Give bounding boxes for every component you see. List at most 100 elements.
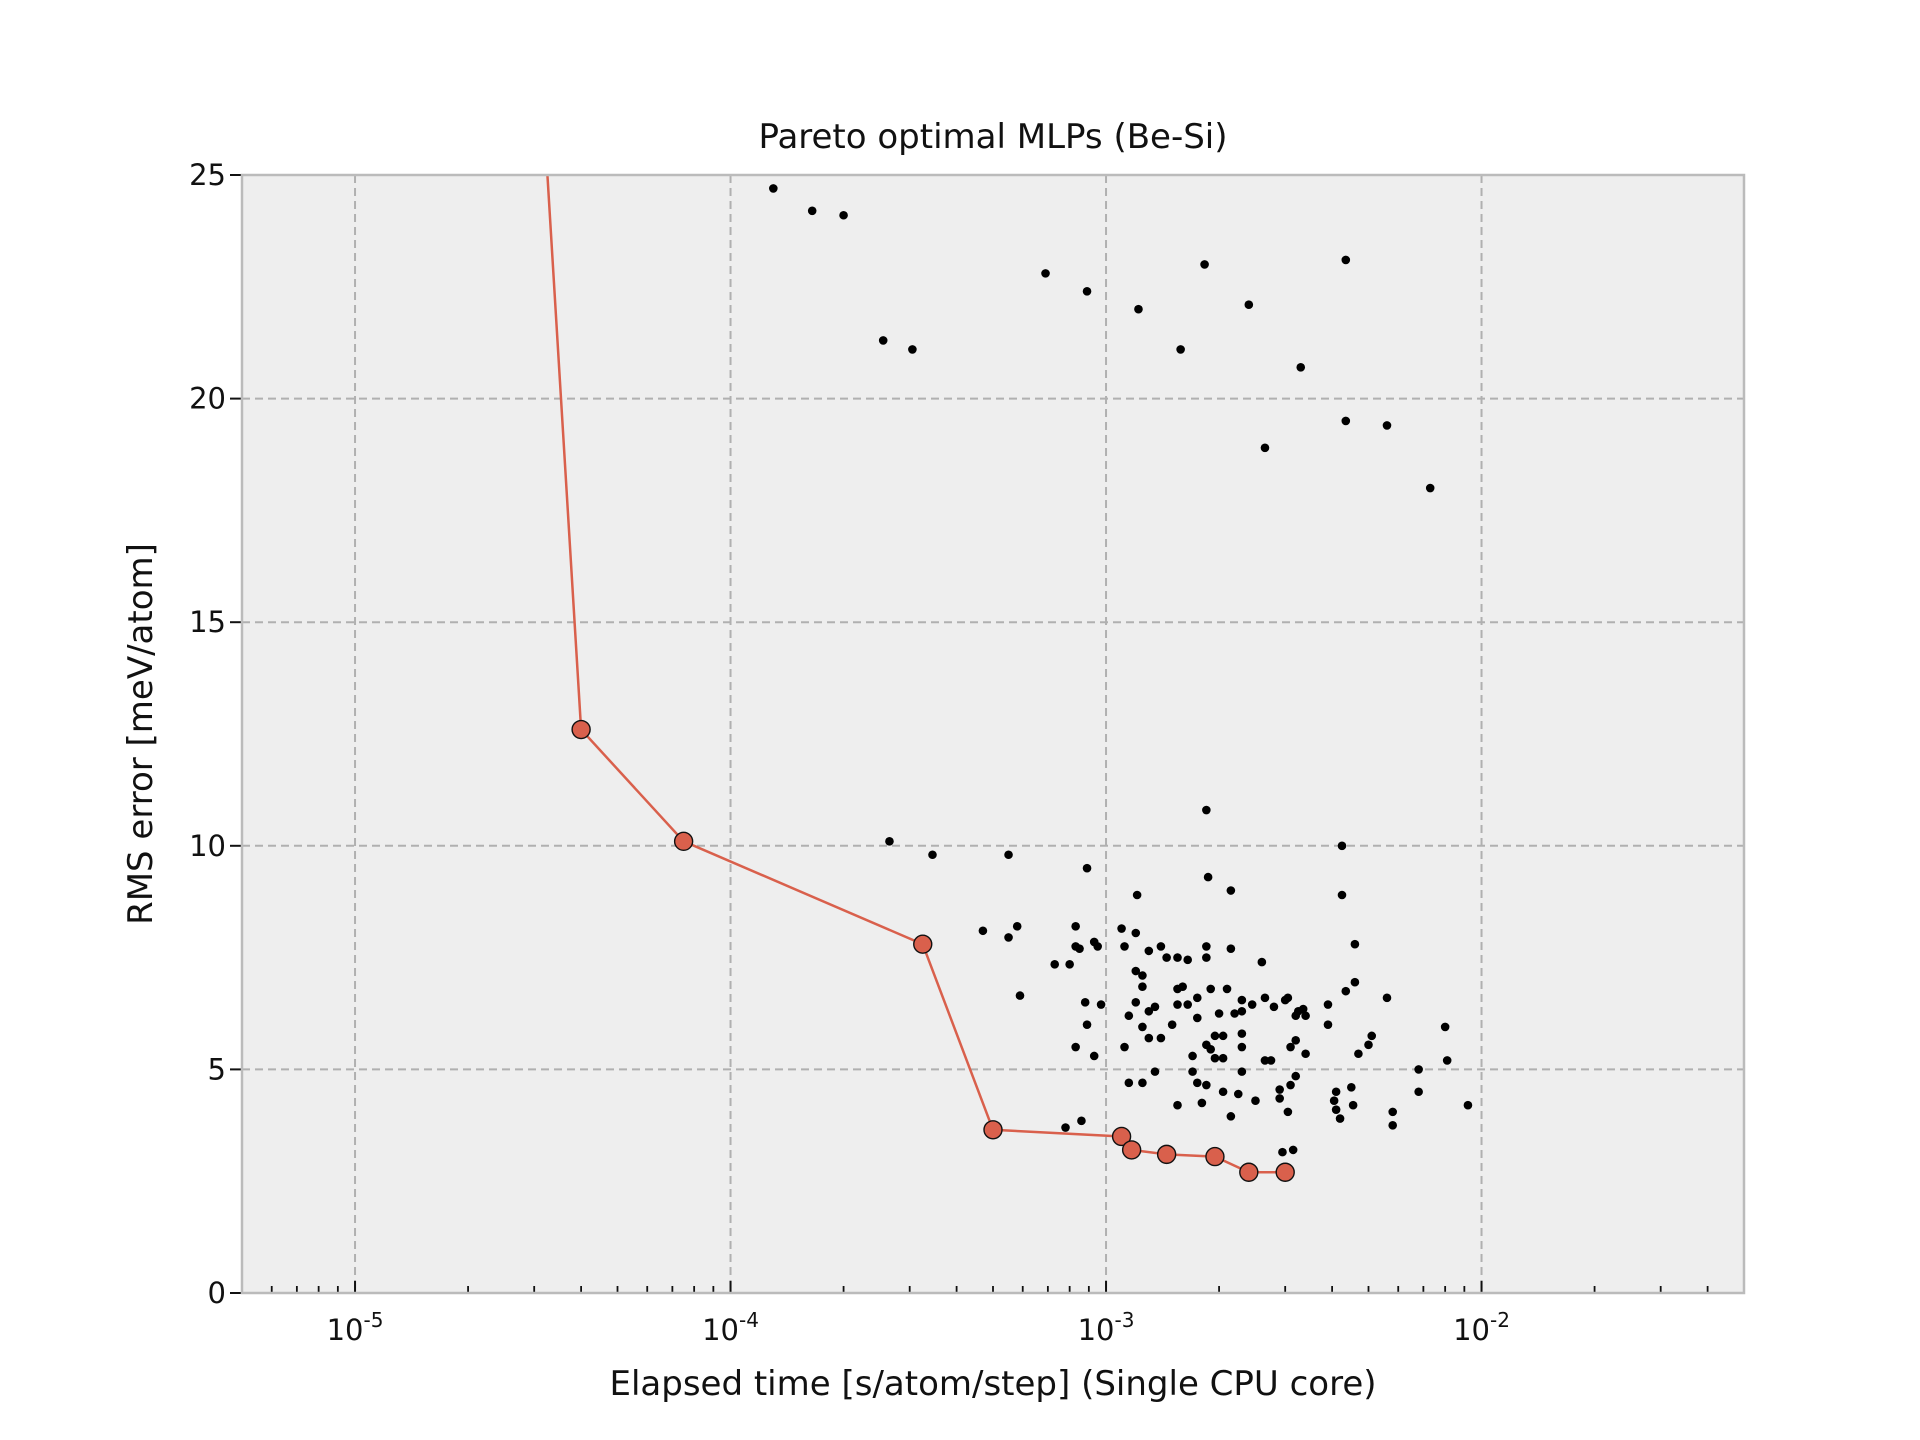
scatter-point [1156,1033,1166,1043]
scatter-point [1138,1022,1147,1032]
scatter-point [1291,1011,1301,1021]
scatter-point [1266,1056,1276,1065]
scatter-point [1382,421,1392,430]
scatter-point [1347,1082,1356,1092]
scatter-point [1291,1036,1301,1045]
data-layer [546,175,1473,1182]
scatter-point [1082,286,1092,296]
y-tick-label: 25 [189,158,226,192]
x-tick-label: 10-2 [1453,1308,1510,1347]
scatter-point [878,336,888,345]
pareto-point [983,1120,1003,1140]
y-tick-label: 15 [189,605,226,639]
scatter-point [1288,1145,1298,1155]
scatter-point [1367,1031,1377,1041]
scatter-point [1192,993,1202,1003]
scatter-point [1041,269,1050,278]
scatter-point [1124,1078,1134,1088]
scatter-point [1286,1080,1295,1090]
scatter-point [1283,1107,1293,1117]
scatter-point [1269,1002,1279,1012]
scatter-point [1188,1051,1197,1061]
scatter-point [1210,1053,1220,1063]
scatter-point [1178,982,1187,991]
scatter-point [1237,1042,1247,1052]
scatter-point [1348,1100,1358,1110]
scatter-point [1075,944,1084,953]
scatter-point [1093,942,1102,951]
scatter-point [807,206,817,216]
scatter-point [1183,955,1193,965]
scatter-point [1301,1011,1310,1021]
plot-background [242,175,1744,1293]
scatter-point [1286,1042,1295,1052]
scatter-point [1260,1056,1270,1065]
scatter-point [1257,957,1267,967]
scatter-point [1218,1087,1228,1097]
scatter-point [1132,890,1142,900]
scatter-point [1131,928,1141,938]
scatter-point [1082,1020,1092,1029]
x-tick-label-base: 10 [1453,1313,1490,1347]
scatter-point [1134,304,1143,314]
scatter-point [1050,960,1060,969]
scatter-point [1089,1051,1099,1061]
scatter-point [1176,345,1185,354]
scatter-point [1197,1098,1207,1108]
scatter-point [978,926,988,936]
scatter-point [1156,942,1166,951]
x-tick-label-exponent: -3 [1115,1308,1135,1332]
scatter-point [1260,443,1270,453]
scatter-point [1071,921,1080,931]
scatter-point [1117,924,1126,933]
x-tick-label-base: 10 [327,1313,364,1347]
scatter-point [1442,1056,1452,1065]
scatter-point [1138,1078,1147,1088]
x-tick-label-base: 10 [1078,1313,1115,1347]
scatter-point [1331,1105,1341,1114]
scatter-point [1077,1116,1086,1126]
scatter-point [1323,1000,1333,1009]
scatter-point [1210,1031,1220,1041]
y-axis-label: RMS error [meV/atom] [121,543,161,925]
scatter-point [1188,1067,1197,1076]
scatter-point [1296,362,1306,372]
pareto-point [1239,1162,1259,1182]
x-tick-label-exponent: -4 [739,1308,759,1332]
y-tick-label: 0 [208,1276,226,1310]
scatter-point [1203,872,1213,882]
scatter-point [1173,1100,1182,1110]
scatter-point [1214,1009,1224,1018]
scatter-point [1364,1040,1373,1050]
scatter-point [1337,890,1347,900]
scatter-point [1173,1000,1182,1009]
scatter-point [1226,886,1236,895]
scatter-point [1247,1000,1257,1009]
scatter-point [1015,991,1025,1000]
scatter-point [1329,1096,1339,1106]
scatter-point [1341,255,1351,265]
scatter-point [1173,953,1182,962]
scatter-point [1237,1029,1247,1038]
y-tick-label: 20 [189,382,226,416]
scatter-point [1237,1067,1247,1076]
scatter-point [1341,986,1351,996]
scatter-point [1138,971,1147,980]
scatter-point [1350,977,1360,987]
scatter-point [1298,1004,1308,1014]
scatter-point [908,345,917,354]
scatter-point [1167,1020,1177,1029]
pareto-point [1121,1140,1142,1160]
scatter-point [1082,863,1092,873]
pareto-point [1156,1144,1177,1165]
scatter-point [1222,984,1232,994]
scatter-point [1080,998,1090,1007]
scatter-point [1301,1049,1310,1059]
scatter-point [1226,1112,1236,1121]
scatter-point [1237,1006,1247,1016]
scatter-point [1260,993,1270,1003]
scatter-point [1144,1006,1154,1016]
scatter-point [1200,260,1209,269]
scatter-point [1150,1067,1160,1076]
scatter-point [1440,1022,1450,1032]
